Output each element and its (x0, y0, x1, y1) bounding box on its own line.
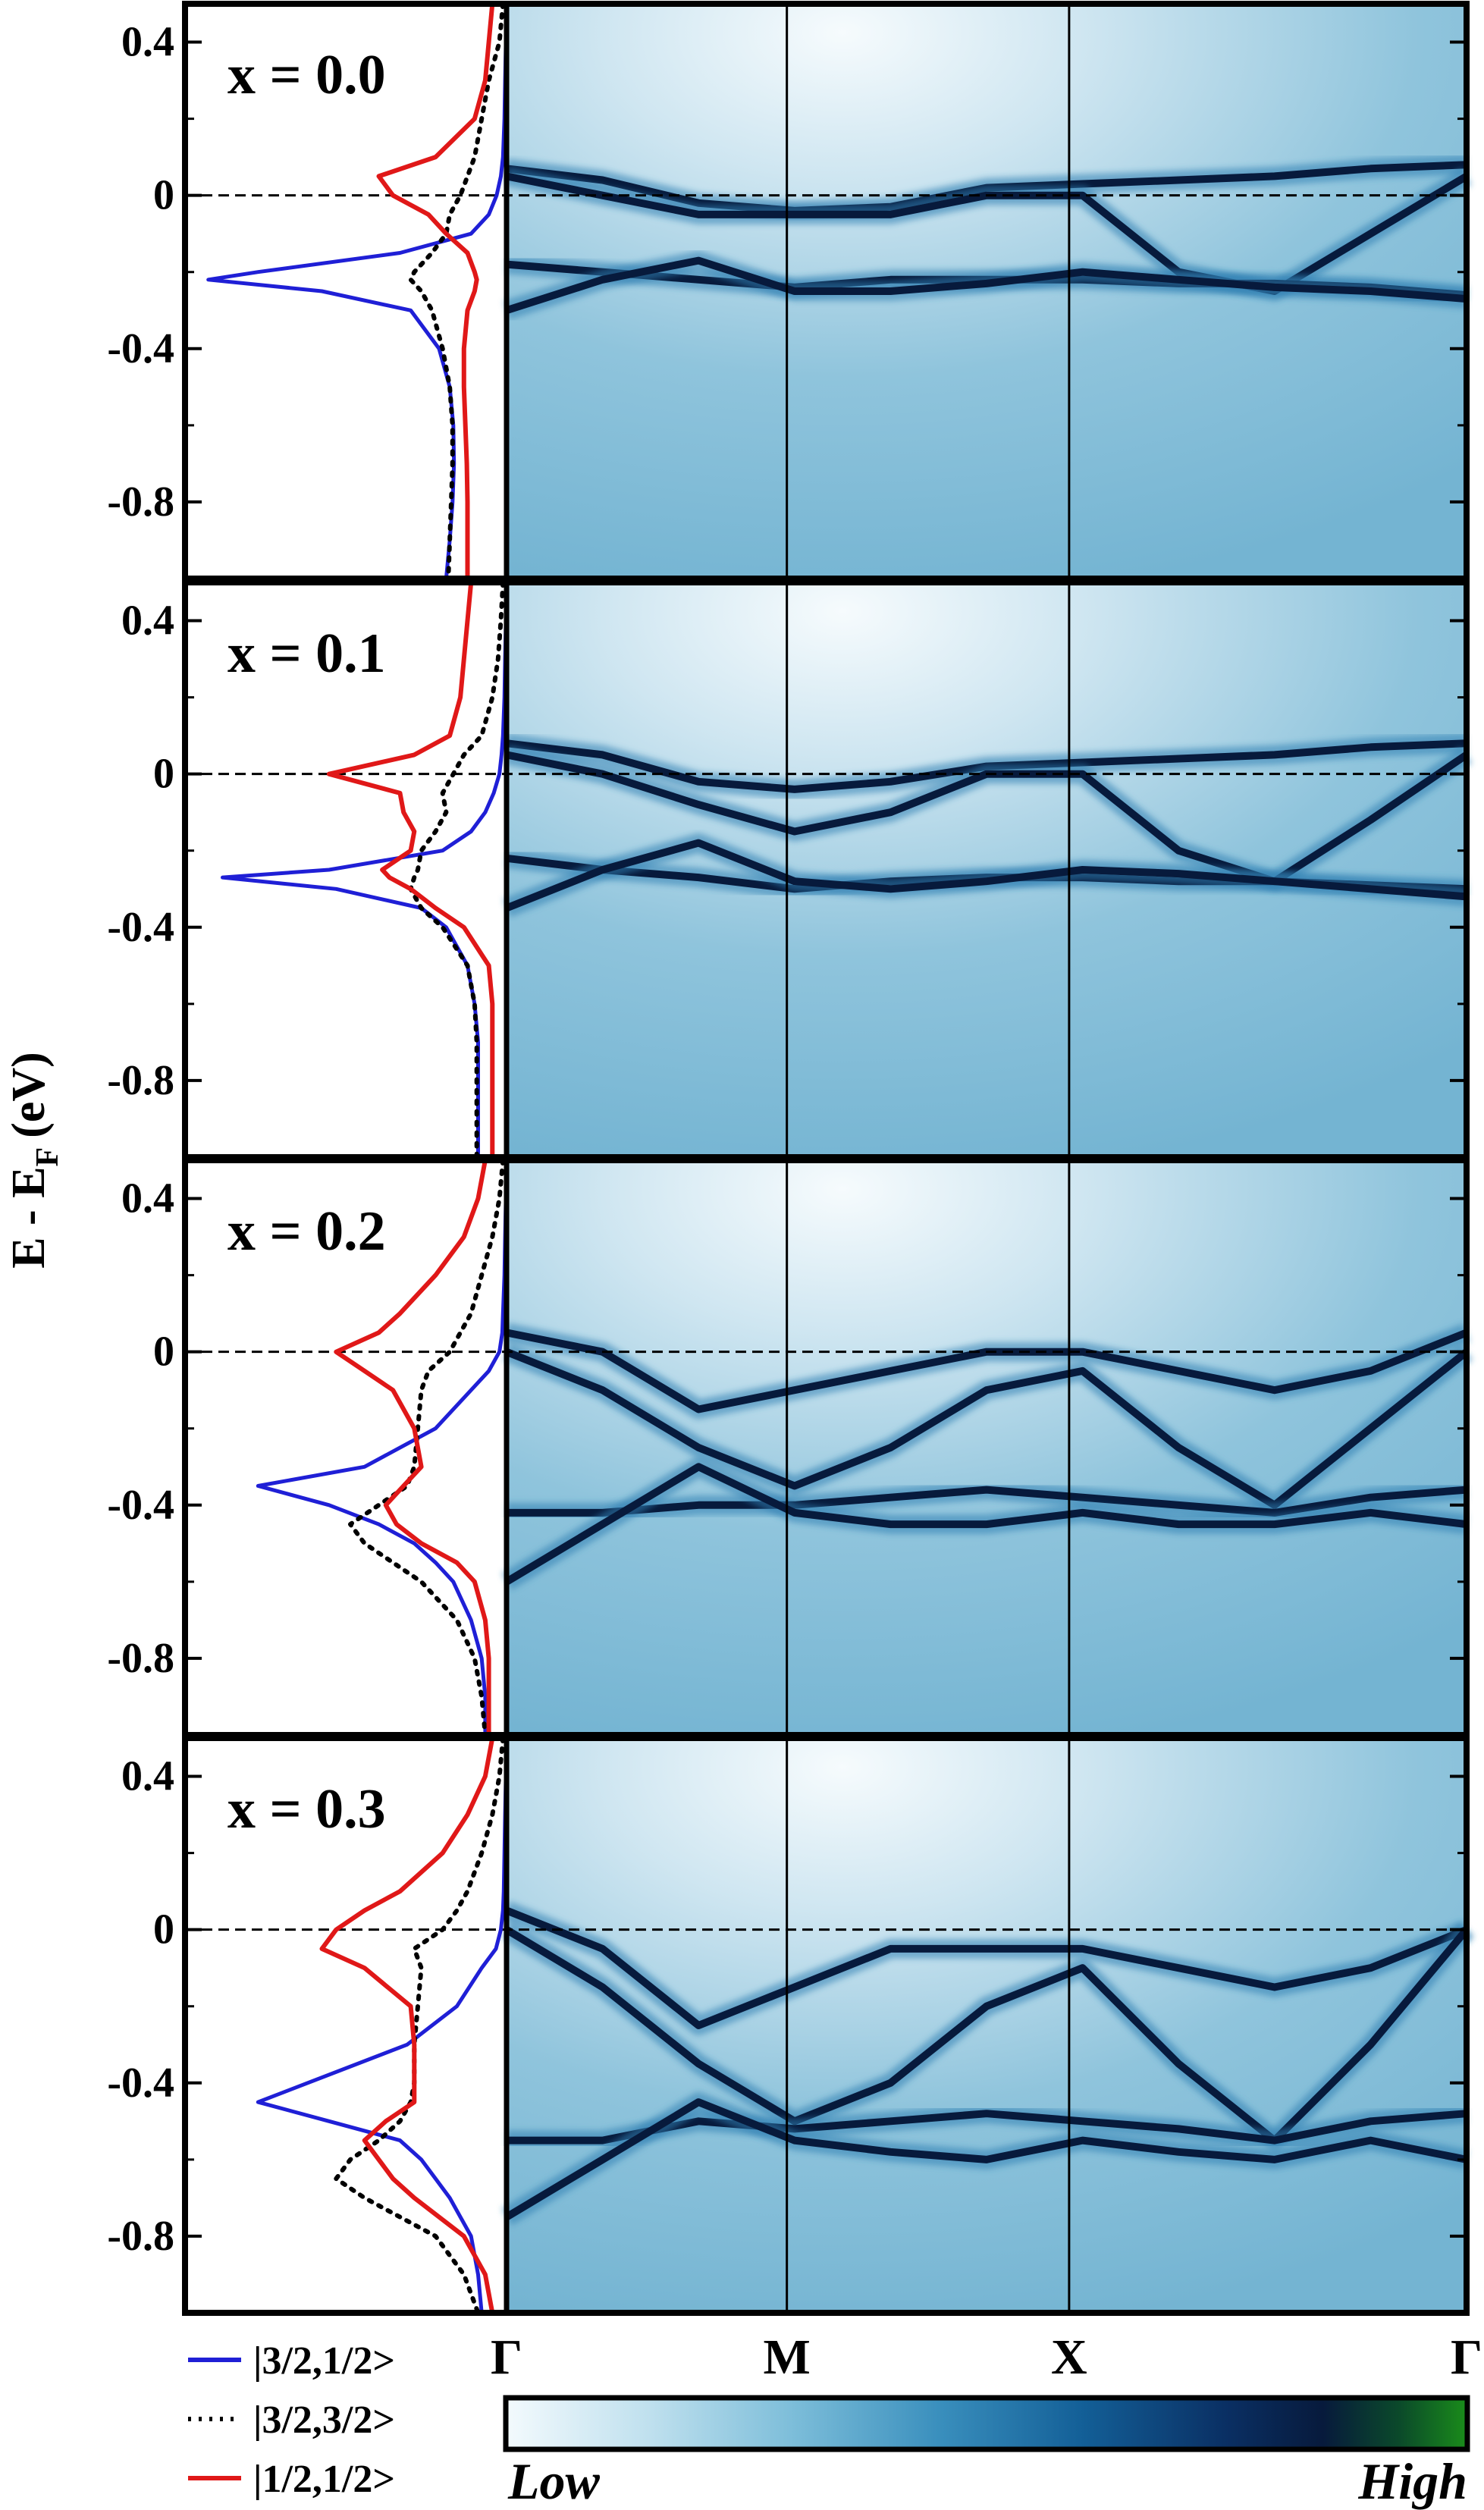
k-path-label: M (764, 2330, 811, 2385)
dos-background (185, 582, 507, 1157)
band-line (507, 1486, 1467, 1517)
band-line (504, 1926, 1470, 2144)
band-line (505, 1348, 1470, 1509)
panel: 0.4 0 -0.4 -0.8 x = 0.2 (107, 1157, 1473, 1738)
colorbar-low-label: Low (507, 2452, 601, 2510)
y-axis-title: E - EF(eV) (3, 1052, 65, 1269)
panel: 0.4 0 -0.4 -0.8 x = 0.1 (107, 579, 1473, 1160)
y-tick-label: -0.8 (107, 478, 174, 526)
panel: 0.4 0 -0.4 -0.8 x = 0.0 (107, 1, 1472, 582)
y-tick-label: -0.8 (107, 1057, 174, 1104)
dos-curve-j12-12 (319, 1736, 495, 2315)
spectral-background (507, 1738, 1467, 2313)
y-tick-label: 0 (153, 751, 174, 798)
dos-curve-j32-32 (408, 2, 506, 581)
y-tick-label: 0.4 (121, 598, 174, 645)
y-tick-label: 0 (153, 172, 174, 219)
colorbar: Low High (503, 2395, 1470, 2510)
y-tick-label: -0.8 (107, 2213, 174, 2260)
dos-curve-j32-32 (348, 1158, 506, 1737)
dos-curve-j32-32 (408, 580, 506, 1159)
band-line (504, 1463, 1467, 1586)
y-tick-label: 0.4 (121, 1175, 174, 1222)
panel-frame (182, 1, 1470, 582)
y-tick-label: -0.4 (107, 904, 174, 951)
panel-label: x = 0.2 (227, 1200, 386, 1263)
dos-curve-j12-12 (326, 580, 495, 1159)
y-tick-label: 0 (153, 1329, 174, 1376)
y-axis-subscript: F (30, 1147, 65, 1167)
dos-curve-j32-12 (221, 580, 508, 1159)
y-tick-label: 0 (153, 1906, 174, 1953)
legend-label: |3/2,1/2> (253, 2339, 395, 2383)
y-tick-label: -0.4 (107, 325, 174, 372)
y-tick-label: -0.8 (107, 1635, 174, 1682)
y-tick-label: 0.4 (121, 1753, 174, 1800)
dos-curve-j12-12 (334, 1158, 491, 1737)
dos-curve-j32-32 (334, 1736, 506, 2315)
colorbar-high-label: High (1357, 2452, 1467, 2510)
k-path-label: X (1051, 2330, 1087, 2385)
y-axis-unit: (eV) (3, 1052, 55, 1138)
panel-frame (182, 1735, 1470, 2316)
panel-label: x = 0.1 (227, 623, 386, 685)
band-line (505, 1906, 1468, 2029)
y-tick-label: -0.4 (107, 1482, 174, 1529)
panel-label: x = 0.3 (227, 1778, 386, 1840)
panel: 0.4 0 -0.4 -0.8 x = 0.3 (107, 1735, 1474, 2316)
legend: |3/2,1/2> |3/2,3/2> |1/2,1/2> (188, 2339, 395, 2501)
y-tick-label: 0.4 (121, 19, 174, 66)
y-tick-label: -0.4 (107, 2060, 174, 2107)
band-line (504, 2098, 1467, 2220)
panel-label: x = 0.0 (227, 44, 386, 106)
k-path-label: Γ (491, 2330, 522, 2385)
legend-label: |3/2,3/2> (253, 2399, 395, 2442)
legend-label: |1/2,1/2> (253, 2458, 395, 2501)
band-line (505, 256, 1467, 315)
k-path-label: Γ (1451, 2330, 1482, 2385)
dos-background (185, 1160, 507, 1735)
dos-curve-j12-12 (376, 2, 495, 581)
spectral-background (507, 1160, 1467, 1735)
colorbar-gradient (503, 2395, 1470, 2452)
band-line (505, 839, 1467, 912)
